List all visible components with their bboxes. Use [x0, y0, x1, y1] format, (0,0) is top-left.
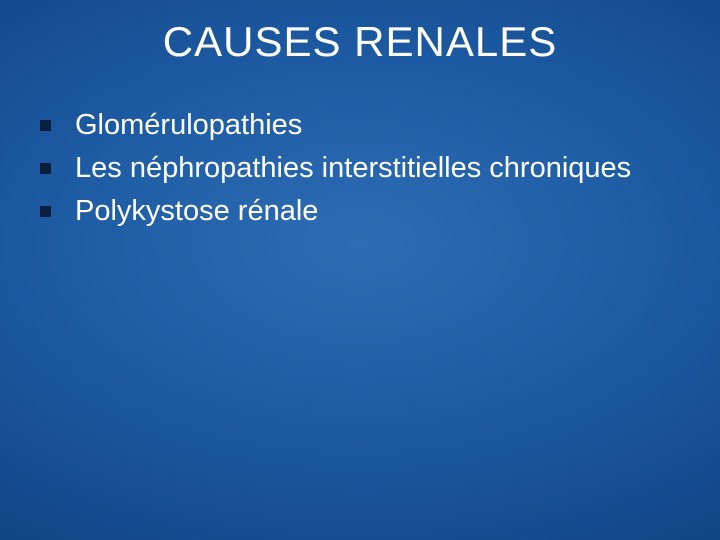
list-item-text: Les néphropathies interstitielles chroni… [75, 149, 631, 188]
list-item: Les néphropathies interstitielles chroni… [40, 149, 690, 188]
list-item-text: Polykystose rénale [75, 192, 318, 231]
square-bullet-icon [40, 163, 51, 174]
slide-content: Glomérulopathies Les néphropathies inter… [0, 66, 720, 231]
square-bullet-icon [40, 206, 51, 217]
slide: CAUSES RENALES Glomérulopathies Les néph… [0, 0, 720, 540]
slide-title: CAUSES RENALES [0, 0, 720, 66]
list-item-text: Glomérulopathies [75, 106, 302, 145]
list-item: Glomérulopathies [40, 106, 690, 145]
square-bullet-icon [40, 120, 51, 131]
list-item: Polykystose rénale [40, 192, 690, 231]
